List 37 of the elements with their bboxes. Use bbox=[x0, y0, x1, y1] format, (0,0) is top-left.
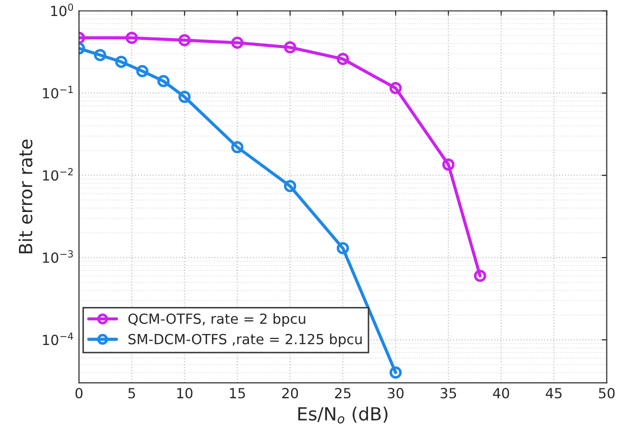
point bbox=[115, 56, 128, 68]
y-tick-label: 10$^{−2}$ bbox=[43, 168, 73, 181]
x-tick-label: 40 bbox=[493, 388, 510, 398]
legend-label: SM-DCM-OTFS ,rate = 2.125 bpcu bbox=[128, 334, 362, 348]
x-tick-label: 35 bbox=[440, 388, 456, 398]
x-tick-label: 5 bbox=[128, 388, 135, 398]
x-tick-label: 25 bbox=[335, 388, 350, 398]
x-tick-label: 0 bbox=[75, 388, 82, 398]
point bbox=[284, 41, 296, 54]
x-tick-label: 45 bbox=[546, 388, 562, 398]
point bbox=[231, 36, 244, 49]
point bbox=[178, 34, 191, 46]
y-tick-label: 10$^{0}$ bbox=[51, 4, 74, 16]
point bbox=[126, 32, 138, 44]
point bbox=[474, 270, 486, 282]
point bbox=[390, 82, 402, 94]
y-tick-label: 10$^{−4}$ bbox=[43, 332, 74, 346]
point bbox=[157, 74, 170, 88]
y-axis-title: Bit error rate bbox=[18, 140, 32, 254]
x-tick-label: 20 bbox=[282, 388, 298, 398]
x-axis-title: Es/N$_{o}$ (dB) bbox=[298, 406, 388, 424]
point bbox=[178, 90, 191, 103]
legend-label: QCM-OTFS, rate = 2 bpcu bbox=[128, 313, 306, 327]
point bbox=[231, 141, 244, 154]
x-tick-label: 15 bbox=[230, 388, 245, 398]
point bbox=[336, 242, 349, 254]
x-tick-label: 50 bbox=[598, 388, 615, 398]
point bbox=[390, 366, 402, 379]
point bbox=[94, 48, 106, 62]
point bbox=[442, 158, 455, 171]
y-tick-label: 10$^{−1}$ bbox=[43, 86, 73, 98]
x-tick-label: 30 bbox=[388, 388, 404, 398]
point bbox=[136, 65, 148, 78]
x-tick-label: 10 bbox=[177, 388, 192, 398]
y-tick-label: 10$^{−3}$ bbox=[43, 250, 73, 263]
point bbox=[336, 52, 349, 66]
point bbox=[284, 180, 296, 192]
